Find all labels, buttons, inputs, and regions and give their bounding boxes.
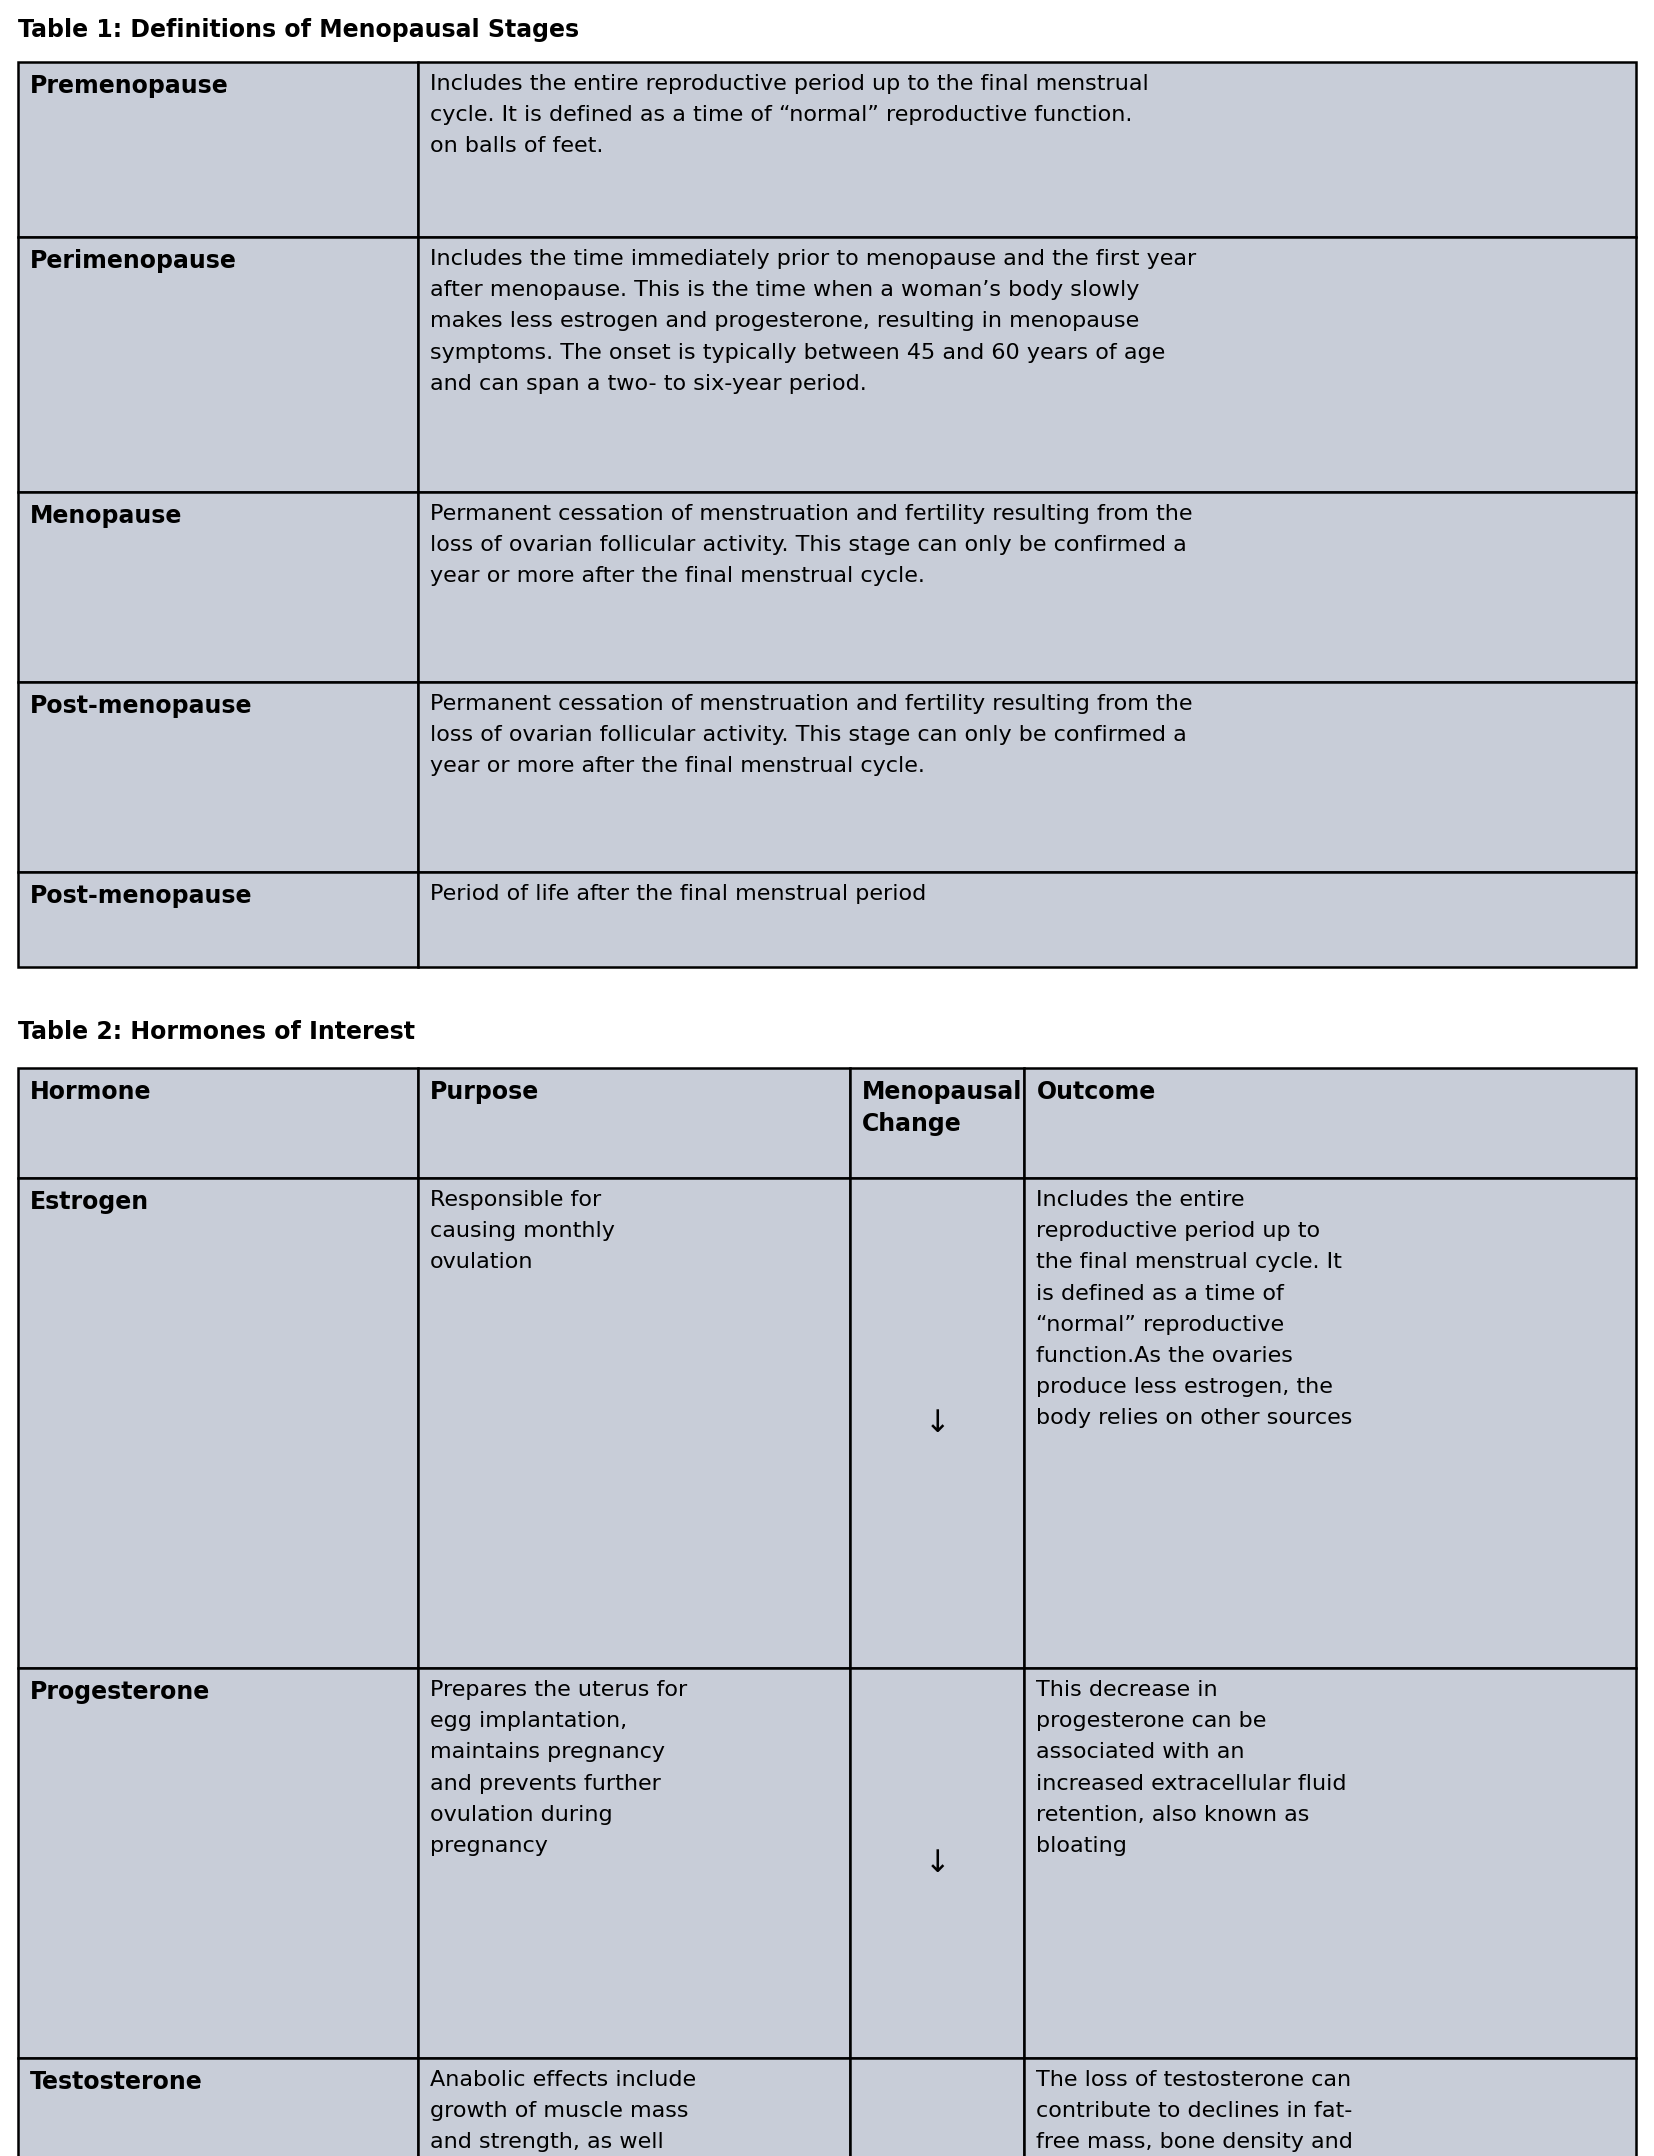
Bar xyxy=(18,2059,418,2156)
Bar xyxy=(1024,2059,1636,2156)
Text: Menopausal
Change: Menopausal Change xyxy=(862,1080,1022,1136)
Text: ↓: ↓ xyxy=(925,1408,949,1438)
Bar xyxy=(850,1177,1024,1669)
Bar xyxy=(850,2059,1024,2156)
Text: Outcome: Outcome xyxy=(1037,1080,1156,1104)
Text: Period of life after the final menstrual period: Period of life after the final menstrual… xyxy=(430,884,926,903)
Text: Estrogen: Estrogen xyxy=(30,1190,149,1214)
Text: Anabolic effects include
growth of muscle mass
and strength, as well
as increase: Anabolic effects include growth of muscl… xyxy=(430,2070,696,2156)
Bar xyxy=(418,871,1636,968)
Text: Permanent cessation of menstruation and fertility resulting from the
loss of ova: Permanent cessation of menstruation and … xyxy=(430,694,1193,776)
Bar xyxy=(1024,1177,1636,1669)
Text: Prepares the uterus for
egg implantation,
maintains pregnancy
and prevents furth: Prepares the uterus for egg implantation… xyxy=(430,1680,686,1856)
Bar xyxy=(418,63,1636,237)
Text: Purpose: Purpose xyxy=(430,1080,539,1104)
Text: Menopause: Menopause xyxy=(30,505,182,528)
Text: The loss of testosterone can
contribute to declines in fat-
free mass, bone dens: The loss of testosterone can contribute … xyxy=(1037,2070,1353,2156)
Bar xyxy=(418,492,1636,681)
Text: Perimenopause: Perimenopause xyxy=(30,248,237,274)
Bar xyxy=(1024,1067,1636,1177)
Text: ↓: ↓ xyxy=(925,1848,949,1878)
Bar xyxy=(418,1177,850,1669)
Bar xyxy=(18,871,418,968)
Bar xyxy=(18,492,418,681)
Bar xyxy=(1024,1669,1636,2059)
Text: Progesterone: Progesterone xyxy=(30,1680,210,1703)
Text: Includes the entire
reproductive period up to
the final menstrual cycle. It
is d: Includes the entire reproductive period … xyxy=(1037,1190,1353,1429)
Bar xyxy=(418,2059,850,2156)
Bar xyxy=(850,1669,1024,2059)
Text: Table 1: Definitions of Menopausal Stages: Table 1: Definitions of Menopausal Stage… xyxy=(18,17,579,41)
Text: Permanent cessation of menstruation and fertility resulting from the
loss of ova: Permanent cessation of menstruation and … xyxy=(430,505,1193,586)
Bar xyxy=(418,237,1636,492)
Text: Hormone: Hormone xyxy=(30,1080,152,1104)
Bar xyxy=(18,63,418,237)
Bar xyxy=(418,1669,850,2059)
Text: Testosterone: Testosterone xyxy=(30,2070,203,2093)
Bar xyxy=(18,681,418,871)
Bar xyxy=(18,1669,418,2059)
Text: Premenopause: Premenopause xyxy=(30,73,228,97)
Text: Post-menopause: Post-menopause xyxy=(30,694,253,718)
Bar xyxy=(18,1177,418,1669)
Text: Includes the time immediately prior to menopause and the first year
after menopa: Includes the time immediately prior to m… xyxy=(430,248,1196,395)
Bar xyxy=(418,681,1636,871)
Text: Responsible for
causing monthly
ovulation: Responsible for causing monthly ovulatio… xyxy=(430,1190,615,1272)
Text: Includes the entire reproductive period up to the final menstrual
cycle. It is d: Includes the entire reproductive period … xyxy=(430,73,1148,157)
Text: This decrease in
progesterone can be
associated with an
increased extracellular : This decrease in progesterone can be ass… xyxy=(1037,1680,1346,1856)
Bar xyxy=(418,1067,850,1177)
Bar xyxy=(18,1067,418,1177)
Bar xyxy=(850,1067,1024,1177)
Text: Post-menopause: Post-menopause xyxy=(30,884,253,908)
Bar xyxy=(18,237,418,492)
Text: Table 2: Hormones of Interest: Table 2: Hormones of Interest xyxy=(18,1020,415,1044)
